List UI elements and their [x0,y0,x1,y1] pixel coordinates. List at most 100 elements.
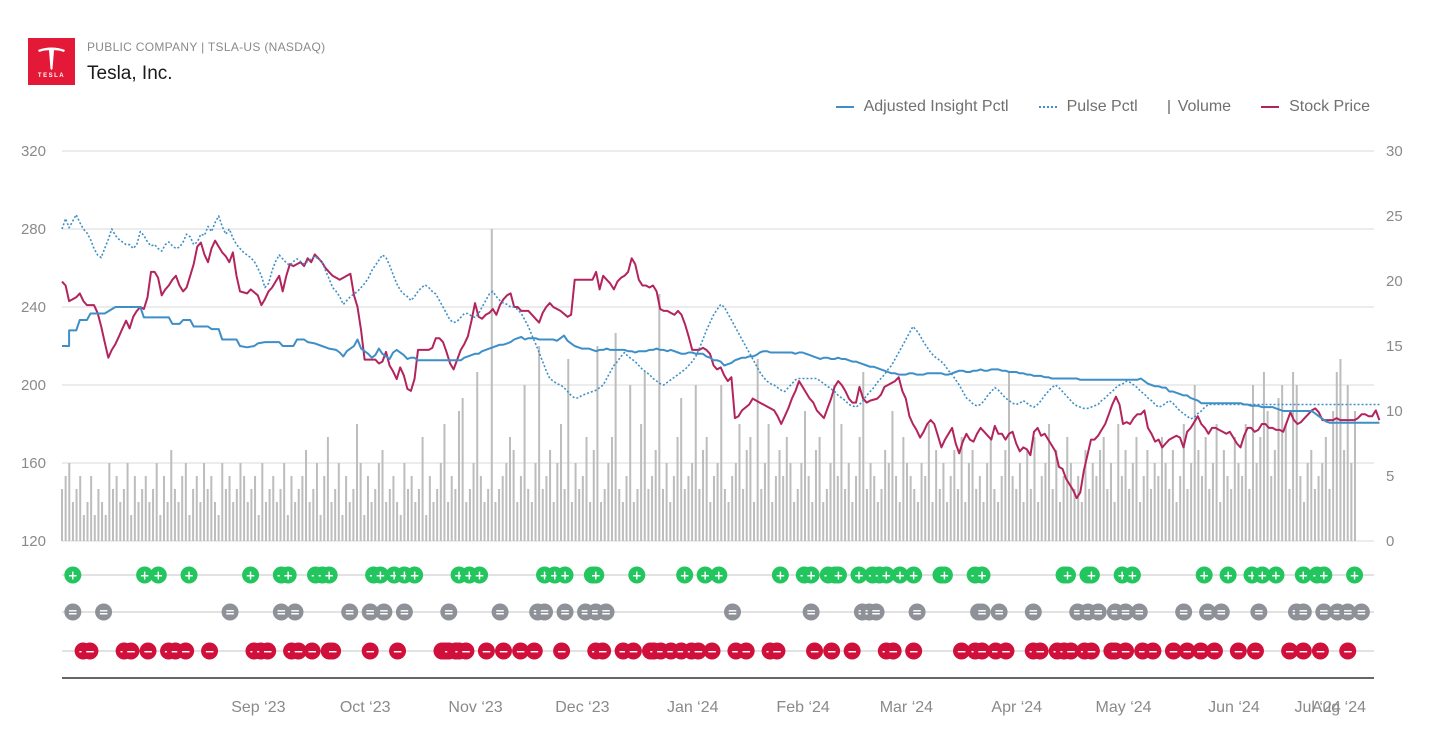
volume-bar [385,502,388,541]
negative-signal [973,642,991,660]
volume-bar [559,424,562,541]
positive-signal-symbol: + [454,569,464,583]
neutral-signal-symbol: = [276,606,286,620]
neutral-signal [597,603,615,621]
volume-swatch [1167,100,1170,114]
volume-bar [727,502,730,541]
neutral-signal-symbol: = [727,606,737,620]
volume-bar [942,463,945,541]
legend-insight[interactable]: Adjusted Insight Pctl [835,98,1009,116]
negative-signal [361,642,379,660]
volume-bar [1131,463,1134,541]
negative-signal [843,642,861,660]
negative-signal-symbol: − [598,645,608,659]
negative-signal-symbol: − [307,645,317,659]
neutral-signal-symbol: = [345,606,355,620]
volume-bar [935,450,938,541]
volume-bar [173,489,176,541]
volume-bar [964,502,967,541]
volume-bar [250,489,253,541]
volume-bar [148,502,151,541]
volume-bar [315,463,318,541]
positive-signal [1123,566,1141,584]
neutral-signal [1024,603,1042,621]
volume-bar [1299,476,1302,541]
positive-signal [771,566,789,584]
positive-signal [877,566,895,584]
volume-bar [858,437,861,541]
volume-bar [1033,437,1036,541]
volume-bar [1062,476,1065,541]
negative-signal [689,642,707,660]
volume-bar [782,476,785,541]
volume-bar [1007,372,1010,541]
volume-bar [600,502,603,541]
positive-signal [587,566,605,584]
neutral-signal [440,603,458,621]
volume-bar [170,450,173,541]
volume-bar [1040,476,1043,541]
volume-bar [1295,385,1298,541]
negative-signal [1339,642,1357,660]
stock-price-line [61,239,1381,500]
volume-bar [738,424,741,541]
legend-price[interactable]: Stock Price [1261,98,1370,116]
volume-bar [86,502,89,541]
adjusted-insight-pctl-line [62,306,1380,424]
positive-signal [64,566,82,584]
volume-bar [906,463,909,541]
negative-signal [525,642,543,660]
legend-volume[interactable]: Volume [1167,98,1231,116]
tesla-logo: TESLA [28,38,75,85]
negative-signal-symbol: − [1148,645,1158,659]
volume-bar [680,398,683,541]
volume-bar [184,463,187,541]
volume-bar [1328,489,1331,541]
volume-bar [862,372,865,541]
volume-bar [683,489,686,541]
volume-bar [978,476,981,541]
volume-bar [734,463,737,541]
chart-legend: Adjusted Insight Pctl Pulse Pctl Volume … [835,98,1370,116]
positive-signal-symbol: + [1271,569,1281,583]
legend-pulse[interactable]: Pulse Pctl [1038,98,1138,116]
positive-signal-symbol: + [140,569,150,583]
volume-bar [1190,463,1193,541]
volume-bar [64,476,67,541]
volume-bar [1142,476,1145,541]
volume-bar [425,515,428,541]
volume-bar [545,476,548,541]
volume-bar [1029,489,1032,541]
volume-bar [589,502,592,541]
volume-bar [825,489,828,541]
positive-signal-symbol: + [1298,569,1308,583]
volume-bar [68,463,71,541]
insight-swatch [835,106,854,108]
volume-bar [1146,450,1149,541]
neutral-signal [990,603,1008,621]
negative-signal [806,642,824,660]
volume-bar [512,450,515,541]
volume-bar [366,476,369,541]
negative-signal-symbol: − [991,645,1001,659]
volume-bar [213,502,216,541]
volume-bar [796,489,799,541]
neutral-signal-symbol: = [912,606,922,620]
positive-signal [802,566,820,584]
negative-signal [823,642,841,660]
volume-bar [1026,450,1029,541]
volume-bar [833,385,836,541]
volume-bar [483,502,486,541]
neutral-signal-symbol: = [1332,606,1342,620]
volume-bar [1182,424,1185,541]
volume-bar [913,489,916,541]
volume-bar [636,489,639,541]
volume-bar [778,450,781,541]
volume-bar [661,489,664,541]
negative-signal-symbol: − [365,645,375,659]
positive-signal [180,566,198,584]
neutral-signal [802,603,820,621]
volume-bar [1277,398,1280,541]
negative-signal [1311,642,1329,660]
volume-bar [1109,463,1112,541]
